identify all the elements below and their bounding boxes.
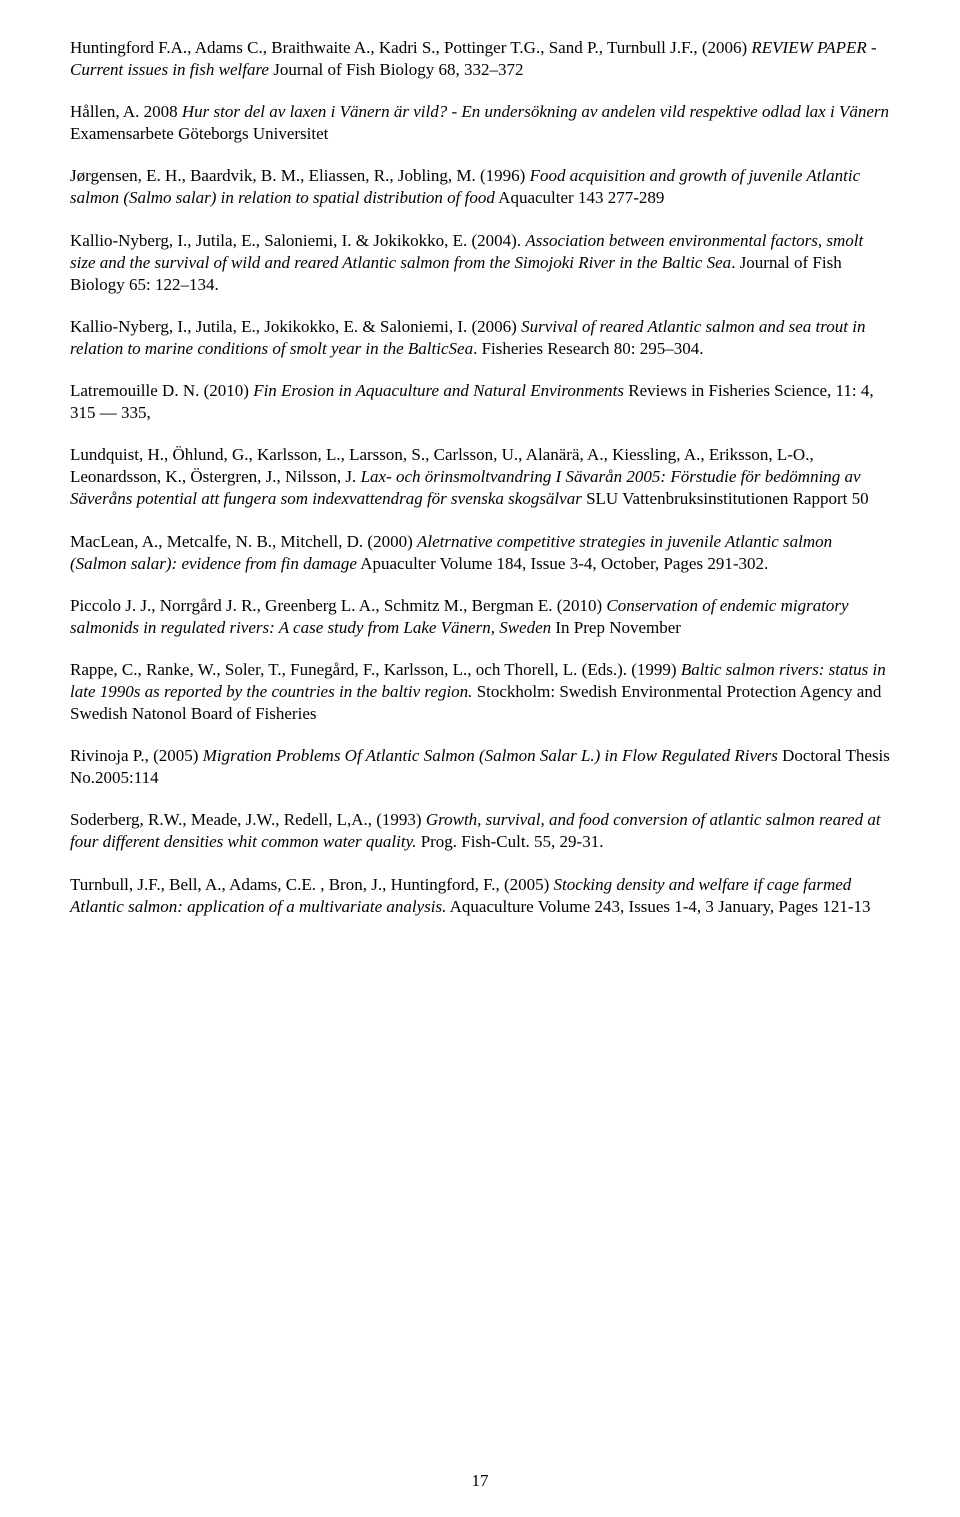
reference-entry: Lundquist, H., Öhlund, G., Karlsson, L.,… (70, 444, 890, 510)
reference-text: Jørgensen, E. H., Baardvik, B. M., Elias… (70, 166, 530, 185)
reference-text: SLU Vattenbruksinstitutionen Rapport 50 (582, 489, 869, 508)
reference-entry: Rivinoja P., (2005) Migration Problems O… (70, 745, 890, 789)
reference-text: Kallio-Nyberg, I., Jutila, E., Saloniemi… (70, 231, 525, 250)
reference-text: Journal of Fish Biology 68, 332–372 (269, 60, 524, 79)
reference-entry: MacLean, A., Metcalfe, N. B., Mitchell, … (70, 531, 890, 575)
reference-text: Rivinoja P., (2005) (70, 746, 203, 765)
reference-text: Apuaculter Volume 184, Issue 3-4, Octobe… (357, 554, 768, 573)
document-page: Huntingford F.A., Adams C., Braithwaite … (0, 0, 960, 1517)
reference-text: In Prep November (551, 618, 681, 637)
reference-text: Kallio-Nyberg, I., Jutila, E., Jokikokko… (70, 317, 521, 336)
reference-entry: Latremouille D. N. (2010) Fin Erosion in… (70, 380, 890, 424)
references-list: Huntingford F.A., Adams C., Braithwaite … (70, 37, 890, 918)
reference-entry: Rappe, C., Ranke, W., Soler, T., Funegår… (70, 659, 890, 725)
reference-entry: Piccolo J. J., Norrgård J. R., Greenberg… (70, 595, 890, 639)
reference-text: Turnbull, J.F., Bell, A., Adams, C.E. , … (70, 875, 554, 894)
reference-entry: Jørgensen, E. H., Baardvik, B. M., Elias… (70, 165, 890, 209)
reference-text: Rappe, C., Ranke, W., Soler, T., Funegår… (70, 660, 681, 679)
page-number: 17 (0, 1470, 960, 1492)
reference-entry: Huntingford F.A., Adams C., Braithwaite … (70, 37, 890, 81)
reference-text: MacLean, A., Metcalfe, N. B., Mitchell, … (70, 532, 417, 551)
reference-text: Aquaculture Volume 243, Issues 1-4, 3 Ja… (446, 897, 870, 916)
reference-entry: Kallio-Nyberg, I., Jutila, E., Saloniemi… (70, 230, 890, 296)
reference-text: Examensarbete Göteborgs Universitet (70, 124, 328, 143)
reference-entry: Soderberg, R.W., Meade, J.W., Redell, L,… (70, 809, 890, 853)
reference-title: Hur stor del av laxen i Vänern är vild? … (182, 102, 889, 121)
reference-entry: Hållen, A. 2008 Hur stor del av laxen i … (70, 101, 890, 145)
reference-title: Fin Erosion in Aquaculture and Natural E… (253, 381, 624, 400)
reference-text: Hållen, A. 2008 (70, 102, 182, 121)
reference-entry: Turnbull, J.F., Bell, A., Adams, C.E. , … (70, 874, 890, 918)
reference-text: Latremouille D. N. (2010) (70, 381, 253, 400)
reference-text: Piccolo J. J., Norrgård J. R., Greenberg… (70, 596, 606, 615)
reference-text: . Fisheries Research 80: 295–304. (473, 339, 703, 358)
reference-text: Soderberg, R.W., Meade, J.W., Redell, L,… (70, 810, 426, 829)
reference-text: Huntingford F.A., Adams C., Braithwaite … (70, 38, 751, 57)
reference-text: Aquaculter 143 277-289 (495, 188, 665, 207)
reference-text: Prog. Fish-Cult. 55, 29-31. (416, 832, 603, 851)
reference-entry: Kallio-Nyberg, I., Jutila, E., Jokikokko… (70, 316, 890, 360)
reference-title: Migration Problems Of Atlantic Salmon (S… (203, 746, 778, 765)
